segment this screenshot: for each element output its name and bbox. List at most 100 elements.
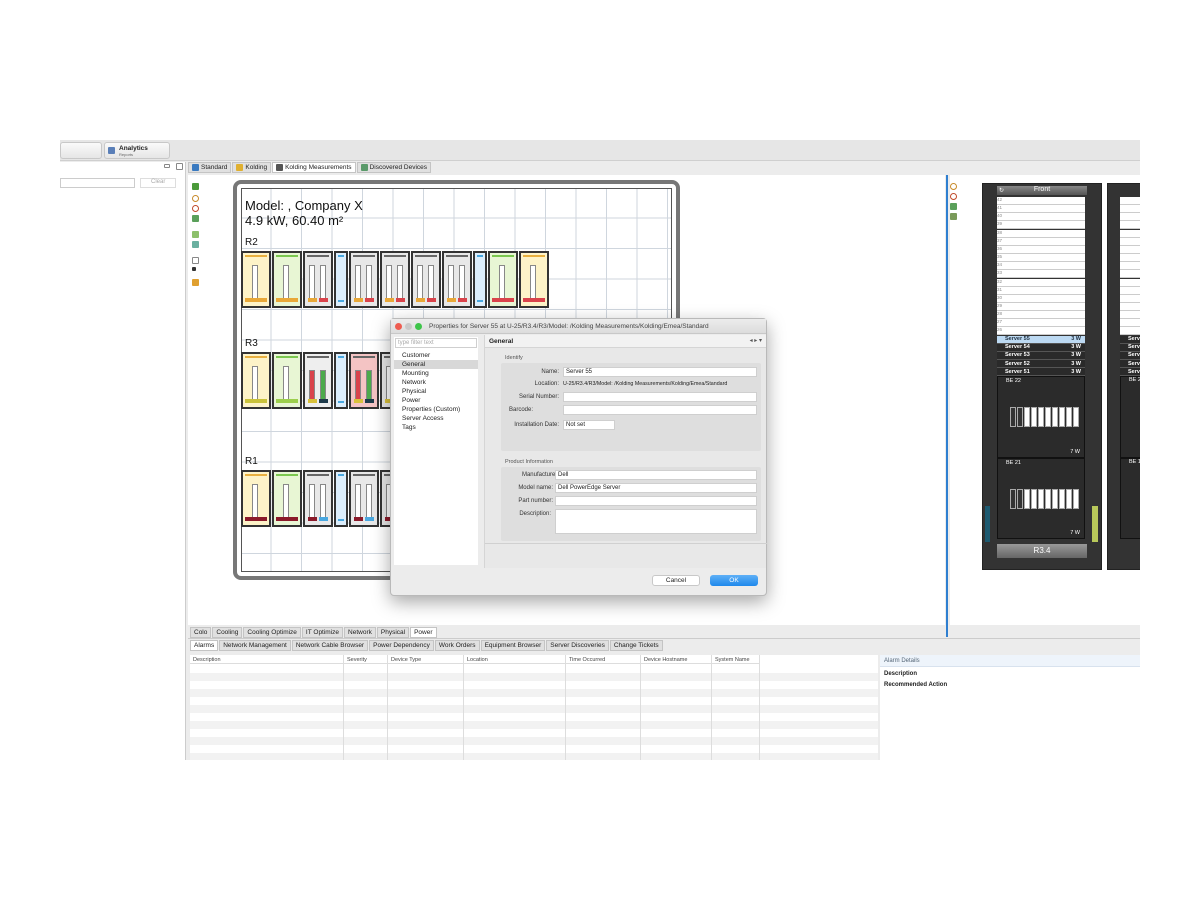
rack-unit[interactable] [380,251,410,308]
ups-unit[interactable] [241,352,271,409]
blade-slot[interactable] [1059,488,1065,509]
column-header[interactable]: Severity [344,655,387,664]
table-row[interactable] [190,753,878,760]
empty-slot[interactable] [1120,254,1140,263]
tab-alarms[interactable]: Alarms [190,640,219,651]
blade-slot[interactable] [1031,407,1037,428]
empty-slot[interactable]: 30 [997,294,1085,303]
blade-chassis[interactable]: BE 2 [1120,376,1140,458]
nav-item-network[interactable]: Network [402,379,426,386]
layers-icon[interactable] [192,231,199,238]
point-icon[interactable] [192,267,196,271]
nav-item-power[interactable]: Power [402,397,421,404]
left-search-input[interactable] [60,178,135,188]
server-slot[interactable]: Server 55 3 W [997,335,1085,344]
tab-change-tickets[interactable]: Change Tickets [609,640,663,651]
cooler-unit[interactable] [473,251,487,308]
column-header[interactable]: Device Type [388,655,463,664]
cancel-button[interactable]: Cancel [652,575,700,586]
blade-slot[interactable] [1045,407,1051,428]
view-icon[interactable] [192,241,199,248]
table-row[interactable] [190,697,878,705]
manufacturer-field[interactable]: Dell [555,470,757,480]
empty-slot[interactable] [1120,237,1140,246]
blade-slot[interactable] [1052,407,1058,428]
cooler-unit[interactable] [334,470,348,527]
ups-unit[interactable] [241,470,271,527]
table-row[interactable] [190,737,878,745]
perspective-combo[interactable] [60,142,102,159]
serial-field[interactable] [563,392,757,402]
zoom-out-icon[interactable] [192,205,199,212]
empty-slot[interactable]: 33 [997,270,1085,279]
empty-slot[interactable]: 38 [997,229,1085,238]
tab-discovered-devices[interactable]: Discovered Devices [356,162,431,173]
fit-icon[interactable] [192,215,199,222]
blade-slot[interactable] [1038,488,1044,509]
column-header[interactable]: Time Occurred [566,655,640,664]
tab-it-optimize[interactable]: IT Optimize [301,627,344,638]
tab-power[interactable]: Power [410,627,437,638]
rack-unit[interactable] [349,251,379,308]
empty-slot[interactable]: 27 [997,319,1085,328]
pdu-unit[interactable] [488,251,518,308]
pdu-unit[interactable] [272,470,302,527]
ok-button[interactable]: OK [710,575,758,586]
empty-slot[interactable] [1120,262,1140,271]
clear-button[interactable]: Clear [140,178,176,188]
empty-slot[interactable]: 29 [997,302,1085,311]
empty-slot[interactable]: 41 [997,205,1085,214]
blade-slot[interactable] [1038,407,1044,428]
column-header[interactable]: Device Hostname [641,655,711,664]
blade-slot[interactable] [1052,488,1058,509]
empty-slot[interactable]: 35 [997,254,1085,263]
tab-standard[interactable]: Standard [188,162,232,173]
tab-cooling[interactable]: Cooling [212,627,243,638]
empty-slot[interactable] [1120,205,1140,214]
analytics-combo[interactable]: Analytics Reports [104,142,170,159]
server-slot[interactable]: Server [1120,360,1140,368]
table-row[interactable] [190,673,878,681]
table-row[interactable] [190,681,878,689]
tab-work-orders[interactable]: Work Orders [434,640,480,651]
empty-slot[interactable] [1120,221,1140,230]
tab-kolding-measurements[interactable]: Kolding Measurements [272,162,356,173]
blade-slot[interactable] [1010,488,1016,509]
zoom-out-icon[interactable] [950,193,957,200]
tab-network-cable-browser[interactable]: Network Cable Browser [291,640,369,651]
empty-slot[interactable] [1120,245,1140,254]
tab-cooling-optimize[interactable]: Cooling Optimize [243,627,301,638]
empty-slot[interactable] [1120,286,1140,295]
pdu-unit[interactable] [272,352,302,409]
menu-arrow-icon[interactable]: ◂ ▸ ▾ [749,338,762,344]
empty-slot[interactable] [1120,302,1140,311]
empty-slot[interactable]: 37 [997,237,1085,246]
empty-slot[interactable]: 39 [997,221,1085,230]
rack-unit[interactable] [411,251,441,308]
tab-physical[interactable]: Physical [376,627,410,638]
nav-item-physical[interactable]: Physical [402,388,427,395]
blade-slot[interactable] [1031,488,1037,509]
server-slot[interactable]: Server [1120,343,1140,352]
zoom-in-icon[interactable] [192,195,199,202]
name-field[interactable]: Server 55 [563,367,757,377]
blade-chassis[interactable]: BE 21 7 W [997,457,1085,540]
empty-slot[interactable]: 31 [997,286,1085,295]
rack-unit[interactable] [303,251,333,308]
empty-slot[interactable]: 36 [997,245,1085,254]
blade-slot[interactable] [1010,407,1016,428]
nav-item-server-access[interactable]: Server Access [402,415,444,422]
server-slot[interactable]: Server [1120,335,1140,344]
model-name-field[interactable]: Dell PowerEdge Server [555,483,757,493]
server-slot[interactable]: Server 51 3 W [997,368,1085,377]
nav-item-mounting[interactable]: Mounting [402,370,429,377]
blade-slot[interactable] [1059,407,1065,428]
server-slot[interactable]: Server [1120,368,1140,377]
empty-slot[interactable]: 40 [997,213,1085,222]
barcode-field[interactable] [563,405,757,415]
blade-slot[interactable] [1073,407,1079,428]
close-icon[interactable] [395,323,402,330]
empty-slot[interactable] [1120,270,1140,279]
installation-date-field[interactable]: Not set [563,420,615,430]
legend-icon[interactable] [192,279,199,286]
